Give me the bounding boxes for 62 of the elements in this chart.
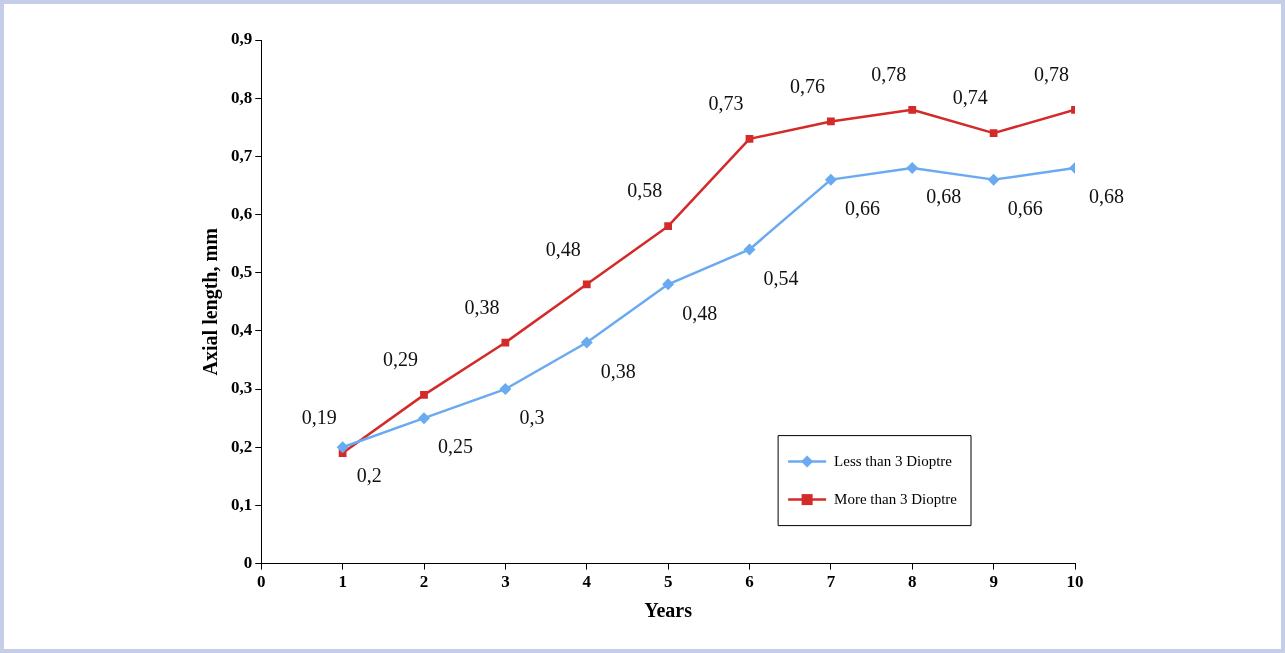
data-label: 0,48 bbox=[682, 301, 718, 324]
point bbox=[989, 129, 998, 137]
point bbox=[906, 161, 919, 174]
point bbox=[743, 243, 756, 256]
y-tick-label: 0,4 bbox=[231, 320, 253, 340]
data-label: 0,38 bbox=[600, 359, 636, 382]
point bbox=[987, 173, 1000, 186]
x-tick-label: 4 bbox=[582, 572, 592, 592]
data-label: 0,2 bbox=[356, 464, 382, 487]
data-label: 0,38 bbox=[464, 295, 500, 318]
data-label: 0,66 bbox=[1007, 196, 1043, 219]
data-label: 0,25 bbox=[438, 435, 473, 458]
x-tick-label: 2 bbox=[419, 572, 429, 592]
point bbox=[662, 278, 675, 291]
y-tick-label: 0,5 bbox=[231, 262, 253, 282]
y-tick-label: 0,9 bbox=[231, 29, 253, 49]
y-tick-label: 0,1 bbox=[231, 494, 253, 514]
x-tick-label: 9 bbox=[989, 572, 998, 592]
y-tick-label: 0,8 bbox=[231, 87, 253, 107]
data-label: 0,78 bbox=[1034, 63, 1069, 86]
y-tick-label: 0 bbox=[243, 552, 253, 572]
y-tick-label: 0,7 bbox=[231, 145, 253, 165]
x-tick-label: 1 bbox=[338, 572, 347, 592]
point bbox=[582, 280, 591, 289]
x-tick-label: 6 bbox=[745, 572, 754, 592]
legend-label: Less than 3 Dioptre bbox=[834, 452, 953, 469]
point bbox=[908, 105, 917, 114]
point bbox=[745, 135, 754, 143]
data-label: 0,78 bbox=[871, 63, 907, 86]
x-tick-label: 0 bbox=[257, 572, 266, 592]
data-label: 0,76 bbox=[789, 74, 825, 97]
data-label: 0,68 bbox=[1089, 185, 1124, 208]
data-label: 0,74 bbox=[952, 86, 988, 109]
y-tick-label: 0,6 bbox=[231, 203, 253, 223]
x-tick-label: 7 bbox=[826, 572, 836, 592]
x-axis-title: Years bbox=[644, 599, 693, 622]
data-label: 0,73 bbox=[708, 92, 744, 115]
point bbox=[664, 222, 673, 231]
point bbox=[580, 336, 593, 349]
point bbox=[336, 441, 349, 454]
data-label: 0,66 bbox=[844, 196, 880, 219]
point bbox=[826, 117, 835, 126]
x-tick-label: 5 bbox=[663, 572, 673, 592]
point bbox=[499, 383, 512, 396]
point bbox=[501, 338, 510, 347]
data-label: 0,48 bbox=[545, 237, 581, 260]
point bbox=[420, 391, 428, 399]
data-label: 0,58 bbox=[627, 179, 663, 202]
point bbox=[418, 412, 430, 425]
data-label: 0,68 bbox=[926, 185, 962, 208]
y-tick-label: 0,3 bbox=[231, 378, 253, 398]
x-tick-label: 8 bbox=[908, 572, 917, 592]
data-label: 0,54 bbox=[763, 266, 799, 289]
x-tick-label: 3 bbox=[501, 572, 510, 592]
data-label: 0,29 bbox=[383, 348, 418, 371]
y-tick-label: 0,2 bbox=[231, 436, 253, 456]
data-label: 0,19 bbox=[301, 406, 337, 429]
point bbox=[824, 173, 837, 186]
x-tick-label: 10 bbox=[1066, 572, 1084, 592]
data-label: 0,3 bbox=[519, 406, 545, 429]
legend-label: More than 3 Dioptre bbox=[834, 490, 958, 507]
y-axis-title: Axial length, mm bbox=[199, 227, 223, 376]
